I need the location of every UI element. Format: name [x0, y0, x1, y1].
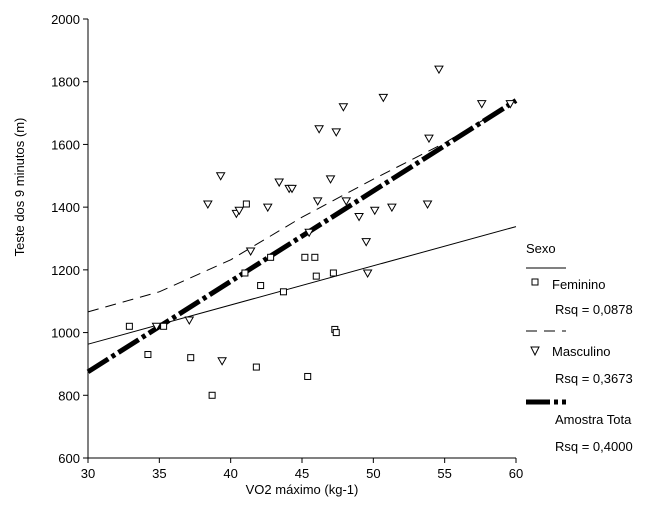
y-tick-label: 600 — [58, 451, 80, 466]
point-masculino — [202, 200, 213, 210]
point-masculino — [262, 203, 273, 213]
point-masculino — [434, 65, 444, 75]
legend-marker-feminino — [531, 278, 539, 286]
x-tick-label: 45 — [295, 466, 309, 481]
point-feminino — [332, 329, 340, 337]
point-masculino — [325, 175, 336, 184]
point-feminino — [279, 288, 287, 296]
point-feminino — [257, 282, 265, 290]
point-feminino — [252, 363, 260, 371]
legend-rsq-amostra: Rsq = 0,4000 — [555, 439, 633, 454]
y-tick-label: 1200 — [51, 263, 80, 278]
point-feminino — [208, 391, 216, 399]
point-masculino — [274, 178, 285, 188]
point-masculino — [314, 125, 324, 134]
legend: Sexo Feminino Rsq = 0,0878 Masculino Rsq… — [526, 241, 633, 454]
point-masculino — [331, 128, 342, 137]
point-feminino — [267, 253, 275, 261]
x-tick-label: 40 — [223, 466, 237, 481]
point-feminino — [144, 351, 152, 359]
fit-line-masculino — [87, 100, 517, 313]
y-axis-title: Teste dos 9 minutos (m) — [12, 118, 27, 257]
point-feminino — [329, 269, 337, 277]
y-tick-label: 1800 — [51, 75, 80, 90]
point-feminino — [301, 253, 309, 261]
point-masculino — [387, 203, 397, 213]
point-feminino — [241, 269, 249, 277]
x-tick-label: 50 — [366, 466, 380, 481]
point-masculino — [378, 93, 389, 103]
point-masculino — [312, 197, 323, 206]
y-tick-label: 800 — [58, 388, 80, 403]
y-tick-label: 1400 — [51, 200, 80, 215]
point-masculino — [151, 322, 162, 332]
point-masculino — [354, 213, 364, 222]
x-tick-label: 60 — [509, 466, 523, 481]
fit-line-amostra-tota — [86, 98, 518, 374]
fit-line-feminino — [87, 226, 517, 345]
point-feminino — [304, 372, 312, 380]
points-layer — [125, 65, 516, 399]
legend-label-masculino: Masculino — [552, 344, 611, 359]
legend-marker-masculino — [530, 346, 540, 357]
axes: 600 800 1000 1200 1400 1600 1800 2000 30 35 40 45 50… — [51, 12, 523, 481]
x-tick-label: 30 — [81, 466, 95, 481]
point-feminino — [187, 354, 195, 362]
legend-label-amostra: Amostra Tota — [555, 412, 632, 427]
point-masculino — [234, 206, 245, 216]
legend-rsq-feminino: Rsq = 0,0878 — [555, 302, 633, 317]
point-masculino — [341, 197, 352, 206]
point-masculino — [362, 269, 373, 279]
point-masculino — [304, 228, 314, 238]
point-masculino — [476, 100, 487, 109]
y-tick-label: 1000 — [51, 326, 80, 341]
point-masculino — [287, 184, 297, 194]
point-feminino — [312, 272, 320, 280]
point-masculino — [217, 357, 227, 366]
point-feminino — [160, 322, 168, 330]
point-masculino — [215, 172, 226, 181]
x-tick-label: 55 — [437, 466, 451, 481]
point-masculino — [184, 316, 195, 326]
point-feminino — [311, 253, 319, 261]
point-masculino — [361, 238, 372, 247]
y-tick-label: 1600 — [51, 137, 80, 152]
legend-rsq-masculino: Rsq = 0,3673 — [555, 371, 633, 386]
point-masculino — [505, 100, 516, 109]
legend-label-feminino: Feminino — [552, 277, 605, 292]
point-masculino — [424, 134, 434, 144]
point-masculino — [245, 247, 256, 257]
point-masculino — [338, 103, 349, 112]
fit-lines-layer — [86, 98, 518, 374]
legend-title: Sexo — [526, 241, 556, 256]
point-feminino — [125, 322, 133, 330]
point-feminino — [242, 200, 250, 208]
y-tick-label: 2000 — [51, 12, 80, 27]
point-masculino — [422, 200, 433, 210]
x-tick-label: 35 — [152, 466, 166, 481]
point-masculino — [369, 206, 380, 216]
x-axis-title: VO2 máximo (kg-1) — [246, 482, 359, 497]
